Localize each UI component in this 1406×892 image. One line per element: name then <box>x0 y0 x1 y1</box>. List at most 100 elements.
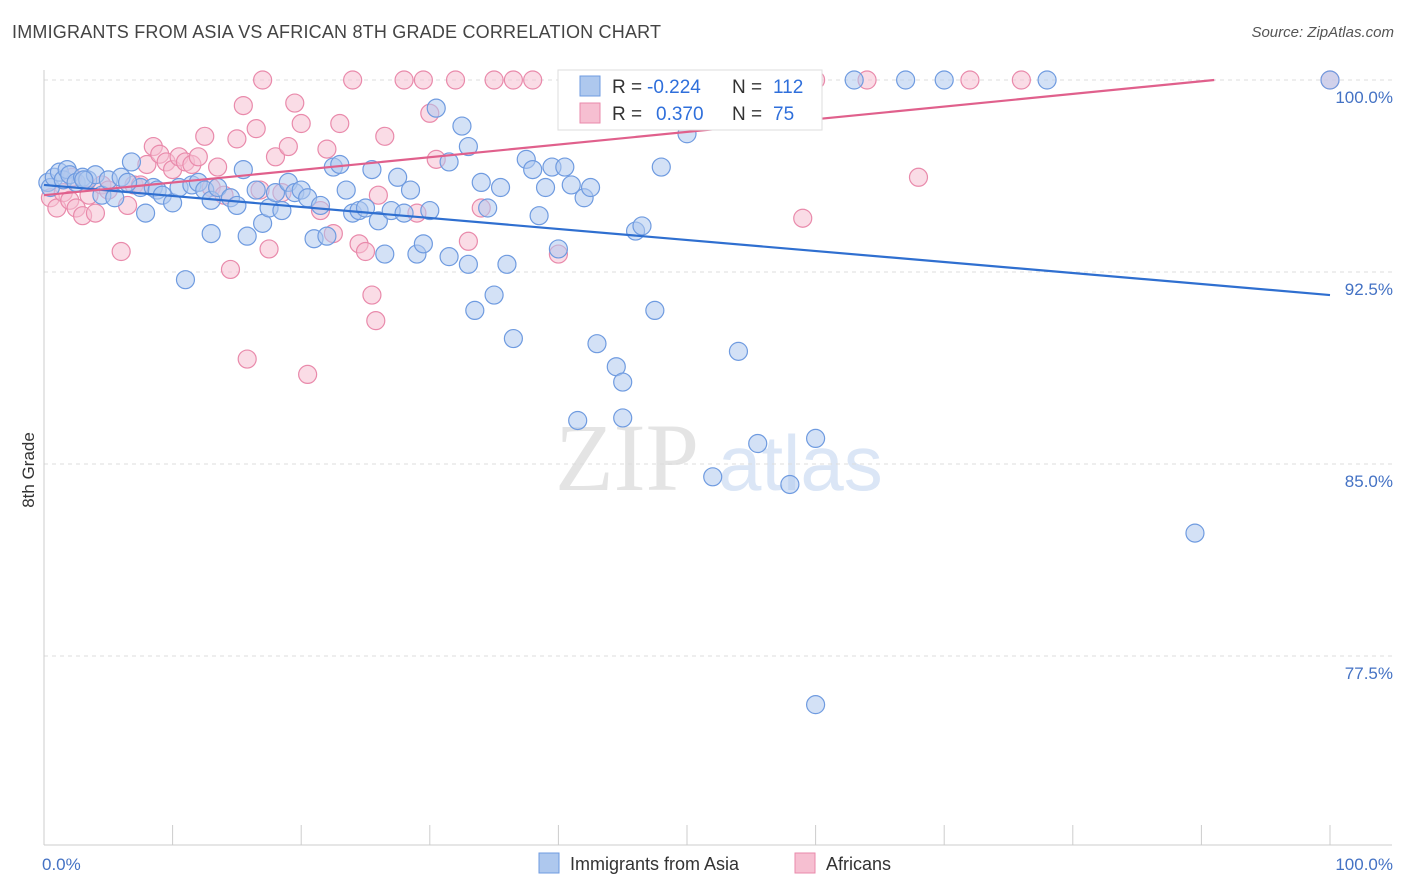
asia-point-28 <box>201 224 221 244</box>
africans-point-46 <box>355 241 376 262</box>
africans-point-31 <box>246 119 266 139</box>
asia-point-102 <box>844 70 864 90</box>
series-immigrants-from-asia <box>38 70 1340 715</box>
asia-point-78 <box>535 177 556 198</box>
asia-point-103 <box>896 70 916 90</box>
asia-point-62 <box>426 98 446 118</box>
asia-point-44 <box>310 195 331 216</box>
africans-point-33 <box>259 239 279 259</box>
africans-point-44 <box>343 70 363 90</box>
stats-blue-r-value: -0.224 <box>647 77 701 98</box>
asia-point-92 <box>632 216 652 236</box>
asia-point-64 <box>439 152 459 172</box>
africans-point-41 <box>317 139 337 159</box>
legend-swatch-pink <box>794 852 816 874</box>
africans-point-29 <box>233 95 253 116</box>
asia-point-63 <box>439 247 459 267</box>
asia-point-81 <box>555 157 575 177</box>
asia-point-80 <box>548 239 569 259</box>
legend-item-africans[interactable]: Africans <box>794 852 891 874</box>
trend-line-africans <box>43 78 1215 197</box>
asia-point-85 <box>580 177 601 198</box>
stats-pink-n-label: N = <box>732 104 762 125</box>
asia-point-101 <box>805 428 826 448</box>
africans-point-66 <box>793 208 813 228</box>
asia-point-110 <box>74 170 94 190</box>
x-tick-labels: 0.0% 100.0% <box>42 855 1393 874</box>
africans-point-43 <box>330 113 350 134</box>
asia-point-52 <box>362 160 382 180</box>
y-tick-label-3: 77.5% <box>1345 664 1393 683</box>
y-tick-label-2: 85.0% <box>1345 472 1393 491</box>
asia-point-66 <box>458 254 478 274</box>
africans-point-49 <box>368 185 388 205</box>
trend-lines <box>43 78 1331 297</box>
x-tick-label-0: 0.0% <box>42 855 81 874</box>
asia-point-48 <box>336 180 356 200</box>
asia-point-90 <box>613 408 633 428</box>
africans-point-7 <box>85 203 106 223</box>
africans-point-47 <box>362 285 382 305</box>
asia-point-70 <box>478 198 498 218</box>
stats-blue-r-label: R = <box>612 77 642 98</box>
legend-item-immigrants-from-asia[interactable]: Immigrants from Asia <box>538 852 740 874</box>
legend-label-immigrants-from-asia: Immigrants from Asia <box>570 854 740 874</box>
asia-point-105 <box>1037 70 1057 90</box>
asia-point-77 <box>529 206 549 226</box>
y-axis-label: 8th Grade <box>19 432 38 508</box>
asia-point-33 <box>237 226 257 246</box>
africans-point-36 <box>278 136 298 157</box>
africans-point-59 <box>484 70 504 90</box>
y-tick-label-1: 92.5% <box>1345 280 1393 299</box>
stats-swatch-blue <box>579 75 601 97</box>
legend-label-africans: Africans <box>826 854 891 874</box>
africans-point-50 <box>375 126 395 146</box>
asia-point-23 <box>175 270 196 290</box>
africans-point-10 <box>111 241 131 262</box>
africans-point-23 <box>195 126 215 146</box>
asia-point-83 <box>568 410 588 431</box>
africans-point-39 <box>298 364 318 384</box>
asia-point-58 <box>400 180 421 200</box>
trend-line-immigrants-from-asia <box>43 183 1331 297</box>
africans-point-51 <box>394 70 414 90</box>
asia-point-94 <box>651 157 671 177</box>
asia-point-69 <box>471 172 491 192</box>
africans-point-56 <box>445 70 466 90</box>
x-tick-label-1: 100.0% <box>1335 855 1393 874</box>
legend[interactable]: Immigrants from Asia Africans <box>538 852 891 874</box>
asia-point-45 <box>317 226 337 246</box>
asia-point-89 <box>613 372 633 392</box>
asia-point-61 <box>420 200 440 221</box>
asia-point-67 <box>458 136 478 157</box>
asia-point-57 <box>394 203 414 223</box>
africans-point-37 <box>285 93 305 113</box>
asia-point-34 <box>246 180 266 200</box>
africans-point-48 <box>366 311 386 331</box>
asia-point-96 <box>703 467 723 487</box>
asia-point-76 <box>523 160 543 180</box>
stats-swatch-pink <box>579 102 601 124</box>
asia-point-93 <box>645 300 665 320</box>
asia-point-100 <box>780 474 800 495</box>
asia-point-111 <box>117 172 138 192</box>
asia-point-31 <box>227 195 247 216</box>
y-tick-label-0: 100.0% <box>1335 88 1393 107</box>
asia-point-53 <box>368 211 388 231</box>
stats-blue-n-value: 112 <box>773 77 803 98</box>
asia-point-99 <box>748 433 768 454</box>
asia-point-37 <box>265 183 286 203</box>
chart-source: Source: ZipAtlas.com <box>1251 24 1394 41</box>
asia-point-56 <box>388 167 408 187</box>
stats-box-frame <box>557 69 823 131</box>
africans-point-28 <box>227 129 247 149</box>
watermark-atlas: atlas <box>718 419 883 507</box>
stats-pink-r-value: 0.370 <box>656 104 704 125</box>
stats-pink-r-label: R = <box>612 104 642 125</box>
asia-point-54 <box>375 244 395 264</box>
asia-point-74 <box>503 328 523 349</box>
asia-point-98 <box>728 341 749 361</box>
asia-point-15 <box>121 152 142 172</box>
africans-point-60 <box>503 70 523 90</box>
stats-pink-n-value: 75 <box>773 104 794 125</box>
